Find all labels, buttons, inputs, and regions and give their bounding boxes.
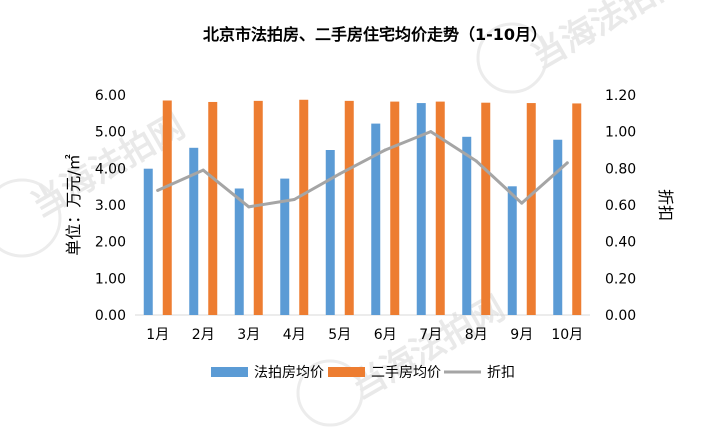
y2-tick-label: 0.00 — [605, 308, 636, 324]
x-tick-label: 5月 — [328, 327, 351, 343]
x-tick-label: 7月 — [419, 327, 442, 343]
watermark-seal — [0, 178, 62, 258]
y2-tick-label: 1.00 — [605, 125, 636, 141]
bar-auction-price — [143, 168, 153, 315]
bar-resale-price — [435, 101, 445, 315]
legend-swatch — [328, 367, 365, 377]
y2-tick-label: 0.20 — [605, 271, 636, 287]
y-axis-title: 单位：万元/㎡ — [64, 154, 83, 255]
chart-title: 北京市法拍房、二手房住宅均价走势（1-10月） — [203, 25, 547, 44]
discount-point — [247, 205, 251, 209]
x-tick-label: 9月 — [510, 327, 533, 343]
bar-resale-price — [299, 99, 309, 316]
bar-resale-price — [390, 101, 400, 315]
y-tick-label: 6.00 — [95, 88, 126, 104]
watermark-seal — [296, 359, 364, 427]
bar-resale-price — [572, 103, 582, 315]
y2-tick-label: 0.80 — [605, 161, 636, 177]
y2-tick-label: 1.20 — [605, 88, 636, 104]
legend-label: 折扣 — [487, 365, 515, 381]
y2-axis-title: 折扣 — [656, 189, 675, 221]
legend-label: 二手房均价 — [371, 365, 441, 381]
discount-point — [292, 198, 296, 201]
bar-auction-price — [189, 147, 199, 315]
discount-point — [156, 188, 160, 192]
watermark-seal — [476, 22, 548, 94]
bar-auction-price — [371, 123, 381, 315]
bar-auction-price — [416, 103, 426, 315]
bar-auction-price — [507, 186, 517, 315]
x-tick-label: 1月 — [146, 327, 169, 343]
bar-auction-price — [553, 139, 563, 315]
bar-auction-price — [280, 178, 290, 315]
bar-resale-price — [162, 100, 172, 315]
discount-point — [383, 148, 387, 152]
discount-point — [520, 201, 524, 205]
bar-auction-price — [325, 150, 335, 315]
discount-point — [429, 130, 433, 134]
y-tick-label: 5.00 — [95, 125, 126, 141]
bar-resale-price — [253, 100, 263, 315]
discount-point — [201, 168, 205, 172]
y2-tick-label: 0.60 — [605, 198, 636, 214]
x-tick-label: 6月 — [374, 327, 397, 343]
line-layer — [156, 130, 569, 209]
legend-swatch — [211, 367, 248, 377]
discount-point — [474, 159, 478, 163]
y-tick-label: 4.00 — [95, 161, 126, 177]
bar-resale-price — [526, 103, 536, 315]
discount-point — [565, 161, 569, 165]
x-tick-label: 3月 — [237, 327, 260, 343]
watermark-text: 当海法拍网 — [525, 0, 692, 78]
y2-tick-label: 0.40 — [605, 235, 636, 251]
legend: 法拍房均价 二手房均价 折扣 — [211, 365, 515, 381]
bar-resale-price — [344, 100, 354, 315]
y-tick-label: 1.00 — [95, 271, 126, 287]
x-tick-label: 4月 — [283, 327, 306, 343]
x-tick-label: 10月 — [551, 327, 583, 343]
bars-layer — [143, 99, 582, 316]
legend-label: 法拍房均价 — [254, 365, 324, 381]
discount-point — [338, 172, 342, 176]
x-tick-label: 8月 — [465, 327, 488, 343]
y-tick-label: 0.00 — [95, 308, 126, 324]
y-tick-label: 3.00 — [95, 198, 126, 214]
bar-auction-price — [462, 136, 472, 315]
bar-resale-price — [481, 102, 491, 315]
y-tick-label: 2.00 — [95, 235, 126, 251]
bar-auction-price — [234, 188, 244, 315]
bar-resale-price — [208, 101, 218, 315]
x-tick-label: 2月 — [192, 327, 215, 343]
discount-line — [156, 130, 569, 209]
